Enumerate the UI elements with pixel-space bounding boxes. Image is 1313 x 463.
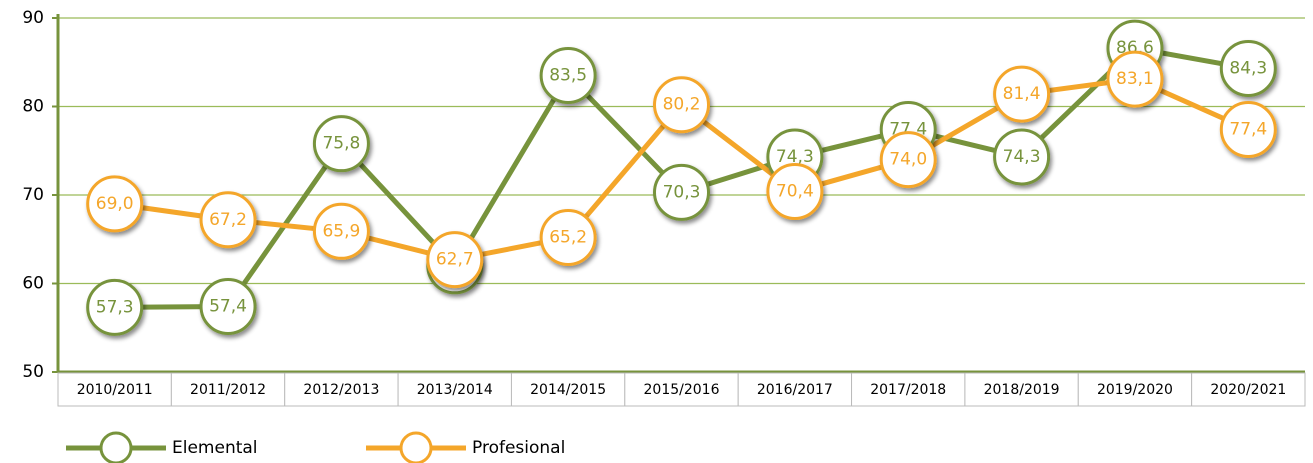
x-tick-label: 2012/2013 [303,382,379,398]
marker [539,208,597,266]
data-label: 62,7 [436,250,474,270]
y-tick-label: 70 [22,185,44,205]
data-label: 70,4 [776,181,814,201]
marker [199,191,257,249]
legend-marker [399,431,433,463]
x-tick-label: 2015/2016 [644,382,720,398]
data-label: 69,0 [96,194,134,214]
marker [86,175,144,233]
marker [199,278,257,336]
category-cell [737,372,853,407]
legend-marker [99,431,133,463]
marker [426,231,484,289]
x-tick-label: 2013/2014 [417,382,493,398]
category-cell [964,372,1079,407]
x-tick-label: 2018/2019 [984,382,1060,398]
data-label: 74,3 [776,147,814,167]
category-cell [510,372,626,407]
marker [539,47,597,105]
data-label: 77,4 [1229,120,1267,140]
category-cell [397,372,512,407]
category-cell [1191,372,1306,407]
marker [312,115,370,173]
data-label: 70,3 [663,182,701,202]
marker [766,162,824,220]
marker [993,65,1051,123]
data-label: 67,2 [209,210,247,230]
data-label: 80,2 [663,95,701,115]
data-label: 74,0 [889,150,927,170]
category-cell [170,372,286,407]
y-tick-label: 60 [22,274,44,294]
x-tick-label: 2019/2020 [1097,382,1173,398]
data-label: 81,4 [1003,84,1041,104]
data-label: 75,8 [322,134,360,154]
data-label: 65,9 [322,221,360,241]
data-label: 74,3 [1003,147,1041,167]
data-label: 83,5 [549,66,587,86]
x-tick-label: 2014/2015 [530,382,606,398]
legend-label: Elemental [172,438,258,458]
y-tick-label: 50 [22,362,44,382]
marker [1106,50,1164,108]
x-tick-label: 2010/2011 [77,382,153,398]
marker [879,131,937,189]
marker [1219,39,1277,97]
marker [86,278,144,336]
x-tick-label: 2011/2012 [190,382,266,398]
marker [1219,101,1277,159]
data-label: 57,3 [96,297,134,317]
category-cell [57,372,172,407]
y-tick-label: 80 [22,97,44,117]
y-tick-label: 90 [22,8,44,28]
data-label: 83,1 [1116,69,1154,89]
data-label: 84,3 [1229,58,1267,78]
data-label: 57,4 [209,297,247,317]
category-cell [624,372,739,407]
data-label: 65,2 [549,227,587,247]
x-tick-label: 2016/2017 [757,382,833,398]
marker [653,163,710,221]
legend-label: Profesional [472,438,565,458]
x-tick-label: 2020/2021 [1210,382,1286,398]
marker [993,128,1051,186]
marker [653,76,710,134]
marker [312,202,370,260]
category-cell [1077,372,1193,407]
x-tick-label: 2017/2018 [870,382,946,398]
